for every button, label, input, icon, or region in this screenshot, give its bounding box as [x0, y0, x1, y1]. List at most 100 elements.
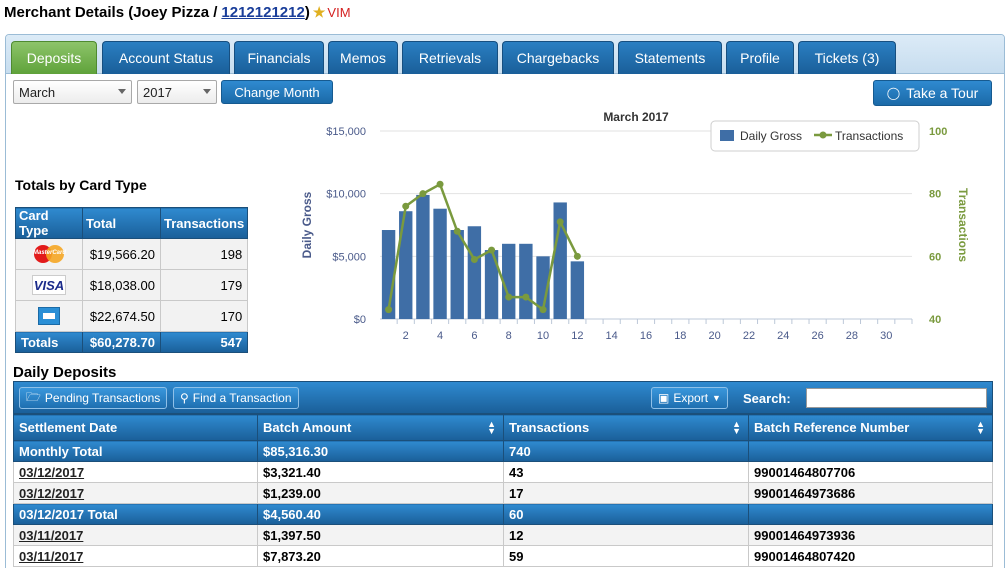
transactions-point-day-9 — [522, 293, 530, 301]
x-tick-label: 28 — [846, 330, 858, 342]
card-type-cell: MasterCard — [15, 238, 83, 270]
totals-amount: $60,278.70 — [82, 331, 161, 353]
card-type-cell — [15, 300, 83, 332]
y2-tick-label: 60 — [929, 251, 941, 263]
bar-day-12 — [570, 261, 585, 319]
transactions-point-day-1 — [385, 306, 393, 314]
group-total-row: Monthly Total $85,316.30 740 — [13, 440, 993, 462]
batch-reference-cell: 99001464973936 — [748, 524, 993, 546]
x-tick-label: 12 — [571, 330, 583, 342]
y-tick-label: $5,000 — [332, 251, 366, 263]
tab-memos[interactable]: Memos — [328, 41, 398, 74]
grid-toolbar: 🗁 Pending Transactions ⚲ Find a Transact… — [13, 381, 993, 414]
transactions-point-day-11 — [556, 218, 564, 226]
x-tick-label: 26 — [811, 330, 823, 342]
merchant-id-link[interactable]: 1212121212 — [221, 3, 305, 21]
export-button[interactable]: ▣ Export ▼ — [651, 387, 728, 409]
totals-row: Totals $60,278.70 547 — [15, 331, 249, 353]
settlement-date-link[interactable]: 03/12/2017 — [19, 485, 85, 501]
transactions-point-day-6 — [470, 255, 478, 263]
batch-amount-cell: $1,397.50 — [257, 524, 504, 546]
col-settlement-date[interactable]: Settlement Date — [13, 414, 258, 441]
sort-icon: ▲ ▼ — [732, 419, 741, 436]
search-input[interactable] — [806, 388, 987, 408]
pending-transactions-button[interactable]: 🗁 Pending Transactions — [19, 387, 168, 409]
tab-tickets[interactable]: Tickets (3) — [798, 41, 896, 74]
transactions-cell: 43 — [503, 461, 749, 483]
change-month-button[interactable]: Change Month — [221, 80, 333, 104]
x-tick-label: 4 — [437, 330, 443, 342]
month-select-value: March — [19, 84, 56, 100]
settlement-date-link[interactable]: 03/11/2017 — [19, 548, 84, 564]
table-row: 03/12/2017 $1,239.00 17 99001464973686 — [13, 482, 993, 504]
y2-tick-label: 40 — [929, 314, 941, 326]
take-tour-button[interactable]: ◯ Take a Tour — [873, 80, 992, 106]
bar-day-10 — [536, 256, 550, 319]
y-tick-label: $15,000 — [326, 126, 366, 138]
batch-reference-cell: 99001464973686 — [748, 482, 993, 504]
bar-day-9 — [519, 243, 533, 319]
transactions-cell: 740 — [503, 440, 749, 462]
card-total-cell: $18,038.00 — [82, 269, 161, 301]
bar-day-2 — [399, 211, 413, 319]
tab-financials[interactable]: Financials — [234, 41, 324, 74]
daily-deposits-title: Daily Deposits — [13, 364, 117, 381]
tab-chargebacks[interactable]: Chargebacks — [502, 41, 614, 74]
search-icon: ⚲ — [180, 391, 189, 405]
take-tour-label: Take a Tour — [906, 85, 979, 101]
find-transaction-label: Find a Transaction — [192, 391, 292, 405]
card-transactions-cell: 198 — [159, 238, 249, 270]
x-tick-label: 6 — [471, 330, 477, 342]
pending-transactions-label: Pending Transactions — [44, 391, 161, 405]
settlement-date-cell: 03/11/2017 — [13, 545, 258, 567]
tab-account-status[interactable]: Account Status — [102, 41, 230, 74]
y2-tick-label: 80 — [929, 189, 941, 201]
x-tick-label: 30 — [880, 330, 892, 342]
transactions-cell: 12 — [503, 524, 749, 546]
x-tick-label: 20 — [709, 330, 721, 342]
search-label: Search: — [743, 391, 791, 406]
card-transactions-cell: 170 — [159, 300, 249, 332]
sort-icon: ▲ ▼ — [487, 419, 496, 436]
year-select[interactable]: 2017 — [137, 80, 217, 104]
bar-day-3 — [416, 194, 430, 319]
tab-retrievals[interactable]: Retrievals — [402, 41, 498, 74]
daily-deposits-grid: 🗁 Pending Transactions ⚲ Find a Transact… — [13, 381, 993, 567]
col-batch-amount[interactable]: Batch Amount ▲ ▼ — [257, 414, 504, 441]
settlement-date-cell: 03/12/2017 — [13, 461, 258, 483]
tab-deposits[interactable]: Deposits — [11, 41, 97, 74]
tab-statements[interactable]: Statements — [618, 41, 722, 74]
sort-icon: ▲ ▼ — [976, 419, 985, 436]
visa-icon: VISA — [32, 275, 66, 295]
col-transactions[interactable]: Transactions ▲ ▼ — [503, 414, 749, 441]
card-total-cell: $22,674.50 — [82, 300, 161, 332]
totals-label: Totals — [15, 331, 83, 353]
vim-badge: VIM — [327, 4, 351, 20]
x-tick-label: 14 — [606, 330, 618, 342]
settlement-date-link[interactable]: 03/11/2017 — [19, 527, 84, 543]
save-icon: ▣ — [658, 391, 670, 405]
table-row: VISA $18,038.00 179 — [15, 269, 249, 301]
card-transactions-cell: 179 — [159, 269, 249, 301]
tab-profile[interactable]: Profile — [726, 41, 794, 74]
legend-swatch-transactions-dot — [819, 131, 827, 139]
transactions-point-day-5 — [453, 227, 461, 235]
transactions-point-day-12 — [573, 252, 581, 260]
chevron-down-icon — [118, 89, 126, 94]
find-transaction-button[interactable]: ⚲ Find a Transaction — [173, 387, 299, 409]
y2-axis-title: Transactions — [956, 188, 970, 262]
x-tick-label: 22 — [743, 330, 755, 342]
x-tick-label: 16 — [640, 330, 652, 342]
settlement-date-cell: 03/12/2017 Total — [13, 503, 258, 525]
export-label: Export — [673, 391, 709, 405]
card-totals-title: Totals by Card Type — [15, 177, 147, 193]
month-select[interactable]: March — [13, 80, 132, 104]
amex-icon — [38, 307, 60, 325]
title-suffix: ) — [304, 3, 310, 21]
settlement-date-link[interactable]: 03/12/2017 — [19, 464, 85, 480]
col-batch-reference[interactable]: Batch Reference Number ▲ ▼ — [748, 414, 993, 441]
transactions-line — [387, 182, 579, 312]
y-tick-label: $0 — [354, 314, 366, 326]
group-total-row: 03/12/2017 Total $4,560.40 60 — [13, 503, 993, 525]
